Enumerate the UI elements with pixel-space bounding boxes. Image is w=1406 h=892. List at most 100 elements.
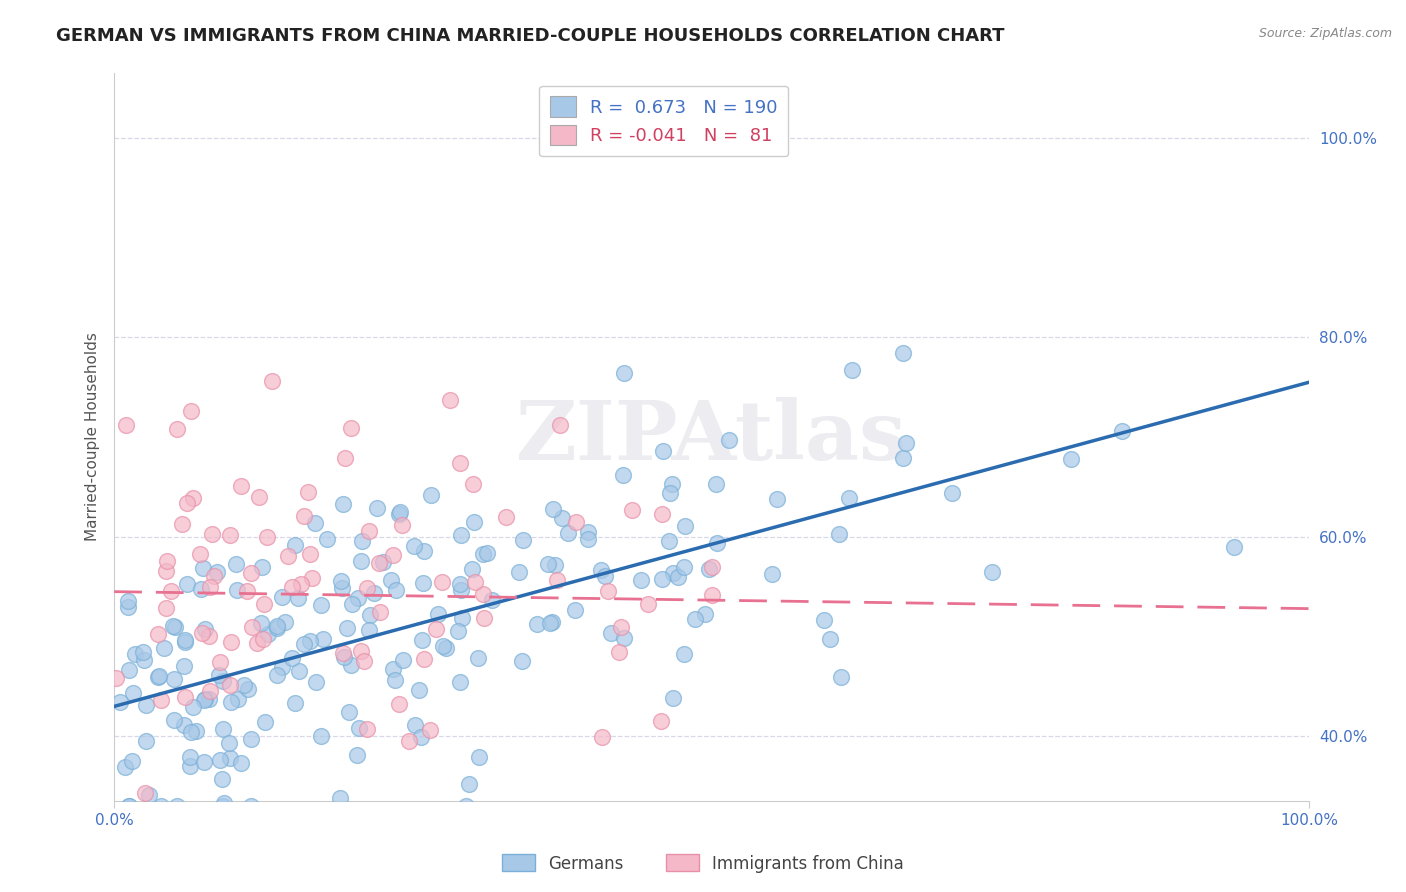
Point: [467, 750, 489, 764]
Point: [381, 549, 404, 563]
Point: [149, 693, 172, 707]
Point: [384, 673, 406, 687]
Point: [239, 731, 262, 746]
Point: [155, 601, 177, 615]
Point: [132, 653, 155, 667]
Point: [813, 613, 835, 627]
Point: [350, 644, 373, 658]
Point: [392, 653, 415, 667]
Point: [1111, 424, 1133, 438]
Point: [512, 533, 534, 548]
Point: [138, 788, 160, 802]
Point: [420, 488, 443, 502]
Point: [201, 527, 224, 541]
Point: [290, 577, 312, 591]
Point: [246, 636, 269, 650]
Point: [508, 565, 530, 579]
Point: [673, 519, 696, 533]
Point: [402, 539, 425, 553]
Point: [704, 477, 727, 491]
Point: [173, 718, 195, 732]
Point: [254, 715, 277, 730]
Point: [155, 565, 177, 579]
Point: [333, 450, 356, 465]
Point: [284, 538, 307, 552]
Point: [235, 584, 257, 599]
Point: [893, 346, 915, 360]
Point: [981, 565, 1004, 579]
Point: [439, 392, 461, 407]
Point: [190, 582, 212, 596]
Point: [181, 491, 204, 505]
Point: [371, 555, 394, 569]
Point: [332, 646, 354, 660]
Point: [544, 558, 567, 572]
Point: [253, 597, 276, 611]
Point: [589, 563, 612, 577]
Point: [266, 619, 288, 633]
Point: [176, 496, 198, 510]
Point: [661, 477, 683, 491]
Point: [449, 674, 471, 689]
Point: [356, 722, 378, 736]
Point: [398, 734, 420, 748]
Point: [299, 547, 322, 561]
Point: [209, 753, 232, 767]
Point: [591, 731, 613, 745]
Point: [662, 566, 685, 581]
Point: [551, 510, 574, 524]
Point: [219, 695, 242, 709]
Point: [117, 799, 139, 814]
Point: [162, 619, 184, 633]
Point: [146, 670, 169, 684]
Point: [353, 654, 375, 668]
Point: [179, 758, 201, 772]
Point: [193, 561, 215, 575]
Point: [576, 532, 599, 546]
Point: [350, 553, 373, 567]
Point: [841, 363, 863, 377]
Point: [239, 566, 262, 580]
Point: [170, 517, 193, 532]
Point: [454, 799, 477, 814]
Point: [543, 501, 565, 516]
Point: [463, 515, 485, 529]
Point: [298, 633, 321, 648]
Point: [198, 629, 221, 643]
Point: [412, 652, 434, 666]
Point: [281, 650, 304, 665]
Point: [229, 756, 252, 771]
Point: [166, 799, 188, 814]
Point: [174, 690, 197, 705]
Point: [207, 565, 229, 579]
Point: [304, 516, 326, 531]
Point: [232, 678, 254, 692]
Point: [458, 777, 481, 791]
Point: [409, 730, 432, 744]
Point: [238, 681, 260, 696]
Point: [449, 577, 471, 591]
Point: [114, 760, 136, 774]
Point: [108, 695, 131, 709]
Point: [148, 669, 170, 683]
Point: [941, 486, 963, 500]
Point: [830, 670, 852, 684]
Point: [271, 660, 294, 674]
Point: [301, 571, 323, 585]
Point: [637, 598, 659, 612]
Point: [1222, 540, 1244, 554]
Text: ZIPAtlas: ZIPAtlas: [516, 397, 907, 477]
Point: [388, 505, 411, 519]
Point: [706, 536, 728, 550]
Point: [359, 524, 381, 538]
Point: [240, 620, 263, 634]
Point: [765, 491, 787, 506]
Point: [666, 570, 689, 584]
Point: [350, 534, 373, 549]
Point: [219, 635, 242, 649]
Point: [163, 672, 186, 686]
Point: [565, 516, 588, 530]
Point: [117, 799, 139, 814]
Point: [190, 625, 212, 640]
Point: [330, 574, 353, 589]
